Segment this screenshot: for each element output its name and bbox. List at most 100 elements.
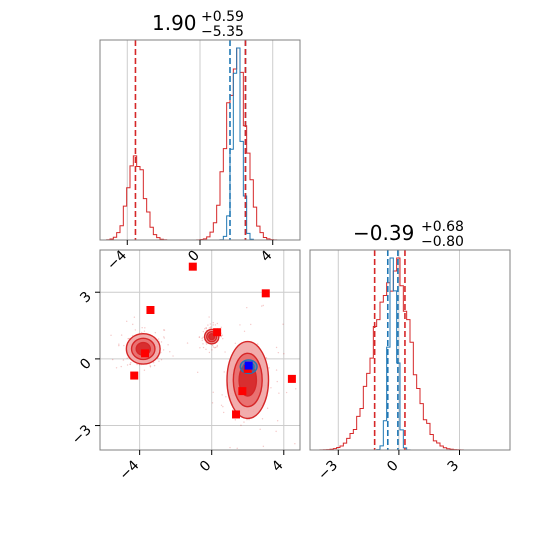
sample-point — [216, 322, 219, 325]
sample-point — [141, 331, 143, 334]
y-tick-label: 3 — [77, 289, 95, 307]
sample-point — [163, 337, 165, 339]
sample-point — [202, 330, 205, 333]
sample-point — [229, 446, 231, 449]
red-marker — [141, 349, 150, 358]
sample-point — [224, 351, 226, 353]
quantile-lines — [134, 40, 247, 240]
sample-point — [266, 407, 269, 409]
sample-point — [110, 334, 112, 337]
sample-point — [276, 380, 278, 383]
sample-point — [122, 359, 125, 361]
title-value: −0.39 — [353, 221, 414, 245]
sample-point — [220, 336, 222, 338]
sample-point — [222, 405, 224, 408]
x-ticks: −4 0 4 — [117, 450, 287, 483]
red-marker — [232, 410, 241, 419]
sample-point — [208, 327, 211, 329]
sample-point — [162, 349, 165, 351]
panel-title-param2: −0.39 — [353, 221, 414, 245]
sample-point — [204, 328, 206, 330]
sample-point — [163, 329, 165, 331]
sample-point — [275, 369, 278, 371]
sample-point — [163, 336, 165, 338]
sample-point — [153, 364, 156, 367]
sample-point — [141, 327, 143, 329]
sample-point — [212, 321, 215, 324]
sample-point — [167, 344, 169, 346]
red-marker — [238, 387, 247, 396]
red-marker — [188, 262, 197, 271]
blue-marker — [244, 361, 253, 370]
axes-frame — [99, 249, 301, 451]
sample-point — [278, 392, 280, 394]
sample-point — [246, 306, 248, 309]
title-plus-error: +0.68 — [421, 219, 464, 235]
x-tick-label: 0 — [197, 458, 215, 476]
sample-point — [129, 363, 131, 365]
sample-point — [134, 329, 137, 331]
sample-point — [136, 363, 138, 366]
sample-point — [202, 336, 204, 339]
sample-point — [212, 324, 215, 326]
x-tick-label: −3 — [315, 458, 341, 484]
sample-point — [132, 323, 134, 326]
sample-point — [201, 337, 203, 340]
sample-point — [118, 343, 120, 345]
histogram-series — [310, 257, 510, 450]
sample-point — [212, 346, 215, 348]
sample-point — [149, 365, 151, 367]
sample-point — [143, 330, 146, 332]
panel-title-param1: 1.90 — [152, 11, 197, 35]
sample-point — [111, 358, 114, 361]
sample-point — [282, 323, 284, 325]
sample-point — [240, 424, 242, 427]
blue-histogram — [310, 257, 510, 450]
sample-point — [216, 344, 219, 347]
sample-point — [120, 334, 123, 336]
sample-point — [205, 343, 208, 345]
sample-point — [143, 369, 146, 371]
title-plus-error: +0.59 — [201, 9, 244, 25]
y-tick-label: 0 — [77, 355, 95, 373]
sample-point — [295, 388, 297, 390]
sample-point — [157, 338, 160, 340]
sample-point — [259, 428, 261, 430]
sample-point — [118, 344, 120, 347]
sample-point — [265, 357, 268, 359]
sample-point — [149, 366, 152, 368]
sample-point — [270, 387, 272, 389]
sample-point — [186, 342, 189, 344]
sample-point — [160, 351, 162, 354]
y-tick-label: −3 — [69, 422, 95, 448]
histogram-panel-param2: −3 0 3 −0.39 +0.68 −0.80 — [309, 219, 511, 484]
sample-point — [223, 371, 225, 373]
grid — [337, 250, 460, 450]
sample-point — [127, 338, 129, 340]
sample-point — [169, 351, 171, 353]
sample-point — [208, 351, 211, 354]
sample-point — [209, 327, 212, 329]
x-tick-label: 0 — [384, 458, 402, 476]
scatter-series — [110, 262, 297, 450]
sample-point — [211, 344, 214, 347]
sample-point — [202, 346, 205, 349]
sample-point — [172, 355, 174, 357]
sample-point — [243, 421, 245, 423]
sample-point — [221, 334, 224, 336]
sample-point — [248, 418, 250, 421]
sample-point — [126, 320, 128, 323]
sample-point — [243, 330, 246, 333]
sample-point — [207, 324, 209, 326]
sample-point — [294, 443, 296, 445]
sample-point — [268, 367, 270, 369]
sample-point — [285, 391, 288, 394]
sample-point — [126, 364, 129, 366]
sample-point — [275, 430, 277, 433]
title-value: 1.90 — [152, 11, 197, 35]
sample-point — [222, 411, 225, 414]
markers — [130, 262, 296, 419]
sample-point — [202, 343, 204, 345]
y-ticks: −3 0 3 — [69, 289, 100, 448]
